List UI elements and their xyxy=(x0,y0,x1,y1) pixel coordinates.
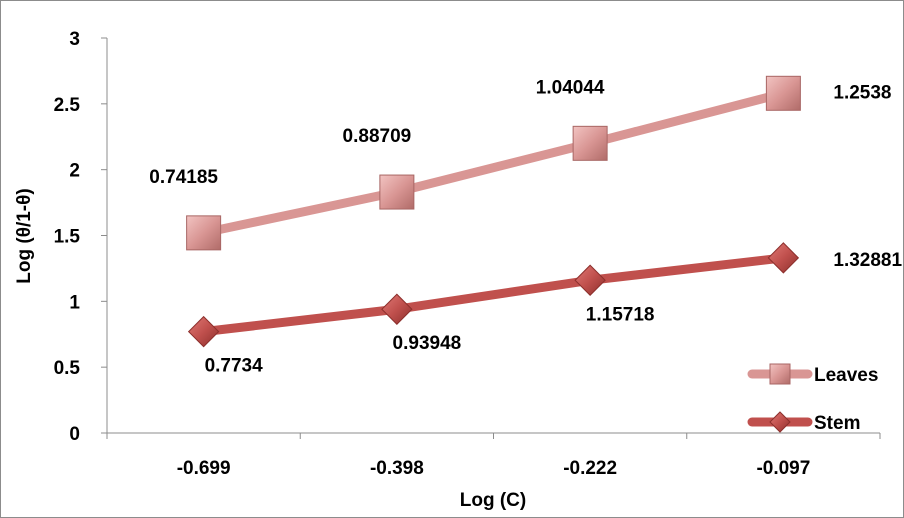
x-tick-label: -0.097 xyxy=(756,458,810,479)
data-label: 1.32881 xyxy=(833,250,902,271)
series-line xyxy=(199,253,788,337)
x-axis-ticks: -0.699 -0.398 -0.222 -0.097 xyxy=(106,433,881,479)
legend-label: Leaves xyxy=(814,365,878,386)
square-marker xyxy=(572,125,608,161)
square-marker xyxy=(765,75,801,111)
diamond-marker xyxy=(187,315,220,348)
y-axis-title: Log (θ/1-θ) xyxy=(14,188,35,283)
y-tick-label: 1.5 xyxy=(54,227,81,248)
data-label: 0.88709 xyxy=(343,126,412,147)
x-tick-label: -0.398 xyxy=(370,458,424,479)
legend-diamond-marker xyxy=(769,411,791,433)
series-layer: 0.74185 0.88709 1.04044 1.2538 0.7734 0.93948… xyxy=(149,75,902,377)
series-stem: 0.7734 0.93948 1.15718 1.32881 xyxy=(187,242,902,377)
data-label: 1.04044 xyxy=(536,77,605,98)
square-marker xyxy=(379,174,415,210)
y-tick-label: 2.5 xyxy=(54,95,81,116)
square-marker xyxy=(186,215,222,251)
legend-label: Stem xyxy=(814,413,860,434)
y-tick-label: 1 xyxy=(69,292,80,313)
data-label: 1.15718 xyxy=(586,304,655,325)
y-axis-ticks: 0 0.5 1 1.5 2 2.5 3 xyxy=(54,29,107,445)
data-label: 1.2538 xyxy=(833,82,891,103)
series-leaves: 0.74185 0.88709 1.04044 1.2538 xyxy=(149,75,892,251)
legend: Leaves Stem xyxy=(747,363,878,434)
diamond-marker xyxy=(767,242,800,274)
legend-item-stem: Stem xyxy=(747,411,860,434)
legend-square-marker xyxy=(769,363,791,385)
y-tick-label: 0 xyxy=(69,424,80,445)
data-label: 0.74185 xyxy=(149,167,218,188)
x-tick-label: -0.699 xyxy=(177,458,231,479)
y-tick-label: 2 xyxy=(69,161,80,182)
legend-item-leaves: Leaves xyxy=(747,363,878,386)
y-tick-label: 0.5 xyxy=(54,358,81,379)
series-line xyxy=(199,88,788,238)
x-tick-label: -0.222 xyxy=(563,458,617,479)
data-label: 0.7734 xyxy=(205,356,264,377)
diamond-marker xyxy=(381,293,413,325)
diamond-marker xyxy=(574,264,606,296)
data-label: 0.93948 xyxy=(393,333,462,354)
x-axis-title: Log (C) xyxy=(460,490,526,511)
y-tick-label: 3 xyxy=(69,29,80,50)
